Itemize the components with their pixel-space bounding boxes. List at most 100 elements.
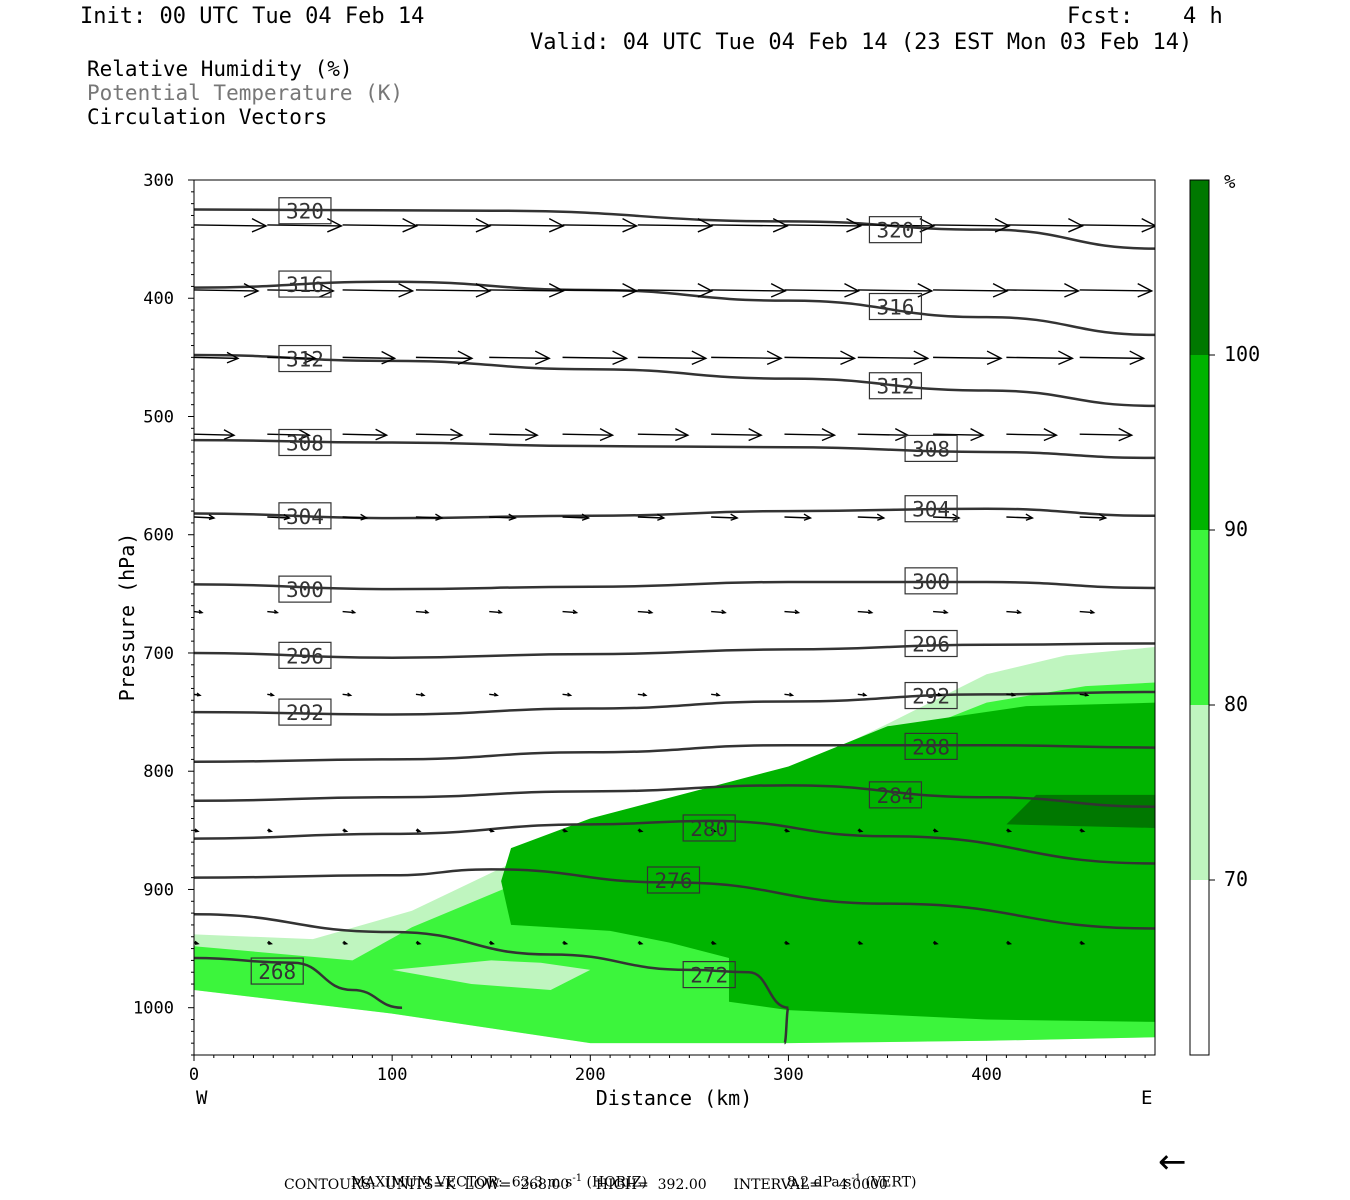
- contour-label-box-292: [904, 681, 958, 710]
- circulation-vector-head: [398, 283, 415, 298]
- west-endpoint: W: [196, 1087, 208, 1109]
- init-time: Init: 00 UTC Tue 04 Feb 14: [80, 4, 425, 29]
- circulation-vector: [489, 224, 564, 227]
- circulation-vector-head: [840, 350, 857, 366]
- circulation-vector-head: [867, 609, 874, 615]
- circulation-vector: [562, 289, 637, 292]
- circulation-vector-head: [347, 692, 353, 697]
- y-tick-label-300: 300: [143, 171, 174, 191]
- circulation-vector-head: [267, 828, 273, 833]
- circulation-vector-head: [846, 218, 863, 233]
- contour-label-box-320: [278, 197, 332, 225]
- x-axis-label: Distance (km): [596, 1086, 753, 1110]
- contour-label-box-320: [868, 216, 923, 244]
- vert-label: (VERT): [861, 1174, 917, 1191]
- legend-potential-temperature: Potential Temperature (K): [87, 81, 404, 105]
- y-tick-label-700: 700: [143, 644, 174, 664]
- x-tick-label-300: 300: [773, 1065, 804, 1085]
- circulation-vector-head: [424, 609, 430, 614]
- circulation-vector-head: [1080, 828, 1086, 833]
- circulation-vector: [415, 433, 462, 436]
- contour-label-276: 276: [655, 869, 693, 893]
- circulation-vector-head: [844, 283, 861, 298]
- circulation-vector-head: [933, 940, 939, 945]
- circulation-vector: [857, 516, 884, 519]
- circulation-vector: [342, 356, 395, 360]
- contour-label-box-300: [904, 567, 958, 595]
- circulation-vector: [1006, 224, 1083, 227]
- circulation-vector-head: [858, 940, 864, 945]
- contour-label-320: 320: [876, 219, 914, 243]
- circulation-vector-head: [697, 283, 714, 298]
- circulation-vector-head: [1016, 609, 1023, 615]
- contour-label-304: 304: [286, 505, 324, 529]
- circulation-vector: [784, 433, 835, 436]
- theta-contour-280: [194, 819, 1155, 865]
- contour-label-box-316: [278, 270, 332, 298]
- exponent-horiz: -1: [572, 1173, 583, 1184]
- circulation-vector-head: [226, 351, 240, 364]
- circulation-vector-head: [785, 940, 791, 945]
- circulation-vector-head: [243, 283, 260, 298]
- circulation-vector-head: [721, 609, 727, 615]
- circulation-vector-head: [748, 427, 763, 442]
- circulation-vector: [267, 433, 310, 436]
- circulation-vector-head: [952, 513, 961, 521]
- contour-label-292: 292: [286, 701, 324, 725]
- circulation-vector: [1079, 224, 1155, 227]
- circulation-vector: [1006, 356, 1073, 360]
- contour-label-box-312: [278, 344, 332, 373]
- circulation-vector-head: [622, 218, 639, 233]
- circulation-vector-head: [1098, 513, 1108, 521]
- contour-label-box-268: [250, 957, 304, 985]
- circulation-vector: [562, 516, 589, 519]
- circulation-vector-head: [298, 428, 311, 441]
- circulation-vector-head: [642, 692, 648, 697]
- circulation-vector-head: [283, 513, 291, 521]
- circulation-vector: [194, 516, 215, 519]
- contour-label-308: 308: [912, 437, 950, 461]
- circulation-vector: [637, 356, 706, 360]
- circulation-vector-head: [208, 514, 216, 521]
- east-endpoint: E: [1141, 1087, 1152, 1109]
- circulation-vector: [933, 356, 1002, 360]
- contour-label-308: 308: [286, 432, 324, 456]
- circulation-vector-head: [917, 283, 934, 298]
- circulation-vector-head: [937, 692, 943, 697]
- theta-contour-308: [194, 438, 1155, 460]
- circulation-vector: [1079, 516, 1106, 519]
- rh-region-100: [1006, 794, 1155, 828]
- circulation-vector-head: [612, 350, 629, 366]
- circulation-vector-head: [563, 828, 569, 833]
- theta-contour-288: [194, 743, 1155, 764]
- circulation-vector: [415, 224, 490, 227]
- contour-label-box-308: [904, 434, 958, 463]
- circulation-vector-head: [794, 609, 801, 615]
- circulation-vector-head: [381, 350, 397, 365]
- circulation-vector-head: [970, 427, 985, 442]
- y-tick-label-800: 800: [143, 762, 174, 782]
- circulation-vector-head: [548, 218, 565, 233]
- circulation-vector: [1006, 433, 1057, 436]
- colorbar-segment-90: [1190, 355, 1209, 530]
- theta-contour-300: [194, 580, 1155, 591]
- circulation-vector-head: [343, 828, 349, 833]
- colorbar-segment-below: [1190, 880, 1209, 1055]
- circulation-vector-head: [943, 609, 949, 615]
- circulation-vector-head: [302, 351, 317, 365]
- rh-region-hole-80: [392, 960, 591, 990]
- contour-label-box-272: [682, 960, 736, 989]
- circulation-vector-head: [375, 428, 389, 441]
- colorbar-segment-100: [1190, 180, 1209, 355]
- contour-label-box-288: [904, 732, 958, 760]
- horiz-label: (HORIZ): [582, 1174, 647, 1191]
- circulation-vector-head: [675, 427, 690, 442]
- x-tick-label-200: 200: [575, 1065, 606, 1085]
- circulation-vector: [562, 224, 637, 227]
- circulation-vector-head: [269, 692, 275, 697]
- theta-contour-284: [194, 784, 1155, 808]
- circulation-vector: [342, 433, 387, 436]
- max-vector-horizontal: MAXIMUM VECTOR: 63.3 m s: [350, 1174, 573, 1191]
- circulation-vector: [784, 289, 859, 292]
- theta-contour-320: [194, 208, 1155, 250]
